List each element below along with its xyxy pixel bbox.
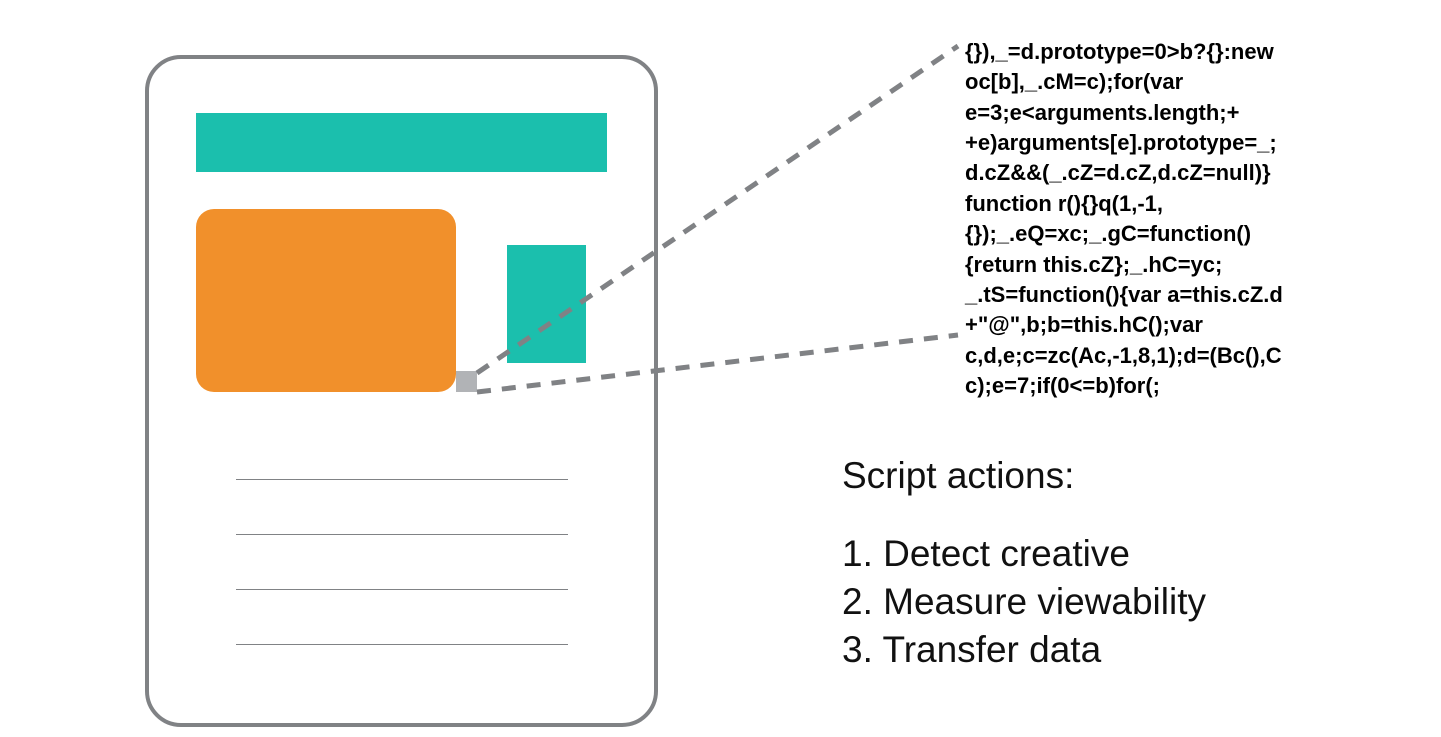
ad-creative-block: [196, 209, 456, 392]
page-header-bar: [196, 113, 607, 172]
script-action-item: 2. Measure viewability: [842, 578, 1206, 626]
diagram-canvas: {}),_=d.prototype=0>b?{}:new oc[b],_.cM=…: [0, 0, 1441, 737]
script-action-item: 1. Detect creative: [842, 530, 1206, 578]
content-line: [236, 644, 568, 645]
script-actions-heading: Script actions:: [842, 455, 1074, 497]
content-line: [236, 534, 568, 535]
script-action-item: 3. Transfer data: [842, 626, 1206, 674]
measurement-pixel: [456, 371, 477, 392]
content-line: [236, 589, 568, 590]
code-snippet: {}),_=d.prototype=0>b?{}:new oc[b],_.cM=…: [965, 37, 1283, 401]
sidebar-ad-block: [507, 245, 586, 363]
content-line: [236, 479, 568, 480]
script-actions-list: 1. Detect creative2. Measure viewability…: [842, 530, 1206, 674]
